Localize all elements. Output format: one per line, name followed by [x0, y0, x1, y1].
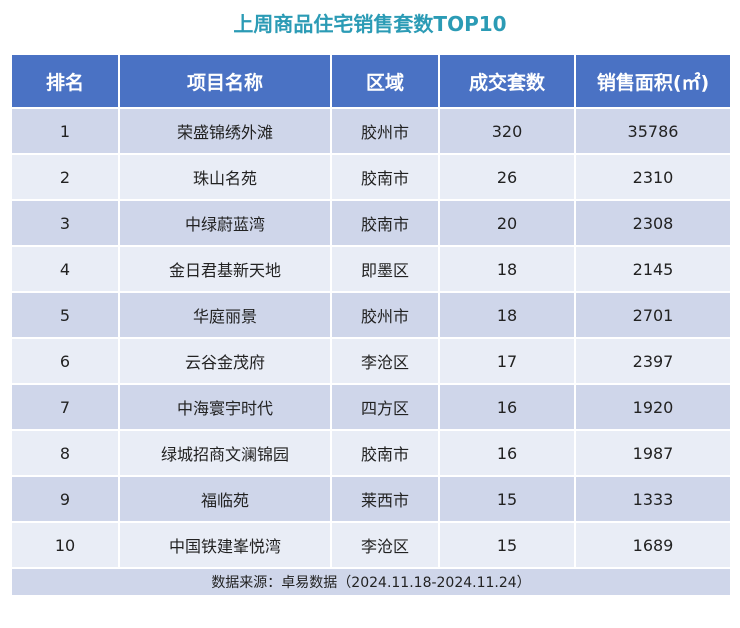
cell-project: 金日君基新天地	[118, 245, 332, 293]
header-district: 区域	[330, 53, 440, 109]
cell-rank: 6	[10, 337, 120, 385]
cell-units: 16	[438, 429, 576, 477]
table-row: 2 珠山名苑 胶南市 26 2310	[10, 153, 732, 201]
cell-units: 20	[438, 199, 576, 247]
ranking-table: 排名 项目名称 区域 成交套数 销售面积(㎡) 1 荣盛锦绣外滩 胶州市 320…	[10, 53, 732, 597]
cell-rank: 8	[10, 429, 120, 477]
source-row: 数据来源：卓易数据（2024.11.18-2024.11.24）	[10, 567, 732, 597]
cell-district: 莱西市	[330, 475, 440, 523]
cell-rank: 3	[10, 199, 120, 247]
table-row: 5 华庭丽景 胶州市 18 2701	[10, 291, 732, 339]
cell-district: 李沧区	[330, 337, 440, 385]
header-project: 项目名称	[118, 53, 332, 109]
table-row: 4 金日君基新天地 即墨区 18 2145	[10, 245, 732, 293]
header-rank: 排名	[10, 53, 120, 109]
source-note: 数据来源：卓易数据（2024.11.18-2024.11.24）	[10, 567, 732, 597]
cell-rank: 5	[10, 291, 120, 339]
cell-project: 珠山名苑	[118, 153, 332, 201]
table-row: 1 荣盛锦绣外滩 胶州市 320 35786	[10, 107, 732, 155]
cell-area: 2397	[574, 337, 732, 385]
cell-area: 2308	[574, 199, 732, 247]
cell-units: 18	[438, 245, 576, 293]
cell-district: 胶南市	[330, 429, 440, 477]
cell-area: 1987	[574, 429, 732, 477]
cell-district: 四方区	[330, 383, 440, 431]
cell-area: 2310	[574, 153, 732, 201]
cell-district: 胶南市	[330, 153, 440, 201]
table-row: 9 福临苑 莱西市 15 1333	[10, 475, 732, 523]
table-row: 10 中国铁建峯悦湾 李沧区 15 1689	[10, 521, 732, 569]
cell-units: 26	[438, 153, 576, 201]
table-row: 7 中海寰宇时代 四方区 16 1920	[10, 383, 732, 431]
header-units: 成交套数	[438, 53, 576, 109]
cell-units: 18	[438, 291, 576, 339]
cell-project: 中国铁建峯悦湾	[118, 521, 332, 569]
cell-rank: 1	[10, 107, 120, 155]
cell-project: 云谷金茂府	[118, 337, 332, 385]
cell-project: 中海寰宇时代	[118, 383, 332, 431]
cell-units: 15	[438, 475, 576, 523]
header-row: 排名 项目名称 区域 成交套数 销售面积(㎡)	[10, 53, 732, 109]
table-title: 上周商品住宅销售套数TOP10	[233, 12, 507, 36]
cell-rank: 10	[10, 521, 120, 569]
table-row: 8 绿城招商文澜锦园 胶南市 16 1987	[10, 429, 732, 477]
cell-units: 15	[438, 521, 576, 569]
cell-area: 1333	[574, 475, 732, 523]
table-row: 3 中绿蔚蓝湾 胶南市 20 2308	[10, 199, 732, 247]
cell-project: 绿城招商文澜锦园	[118, 429, 332, 477]
cell-units: 16	[438, 383, 576, 431]
cell-area: 1920	[574, 383, 732, 431]
cell-district: 即墨区	[330, 245, 440, 293]
cell-district: 胶州市	[330, 291, 440, 339]
cell-area: 2701	[574, 291, 732, 339]
cell-project: 荣盛锦绣外滩	[118, 107, 332, 155]
cell-district: 胶州市	[330, 107, 440, 155]
cell-district: 李沧区	[330, 521, 440, 569]
cell-project: 福临苑	[118, 475, 332, 523]
table-row: 6 云谷金茂府 李沧区 17 2397	[10, 337, 732, 385]
cell-rank: 2	[10, 153, 120, 201]
cell-area: 35786	[574, 107, 732, 155]
cell-units: 320	[438, 107, 576, 155]
cell-rank: 7	[10, 383, 120, 431]
header-area: 销售面积(㎡)	[574, 53, 732, 109]
cell-district: 胶南市	[330, 199, 440, 247]
cell-area: 2145	[574, 245, 732, 293]
cell-project: 华庭丽景	[118, 291, 332, 339]
cell-project: 中绿蔚蓝湾	[118, 199, 332, 247]
cell-rank: 4	[10, 245, 120, 293]
cell-area: 1689	[574, 521, 732, 569]
cell-units: 17	[438, 337, 576, 385]
cell-rank: 9	[10, 475, 120, 523]
